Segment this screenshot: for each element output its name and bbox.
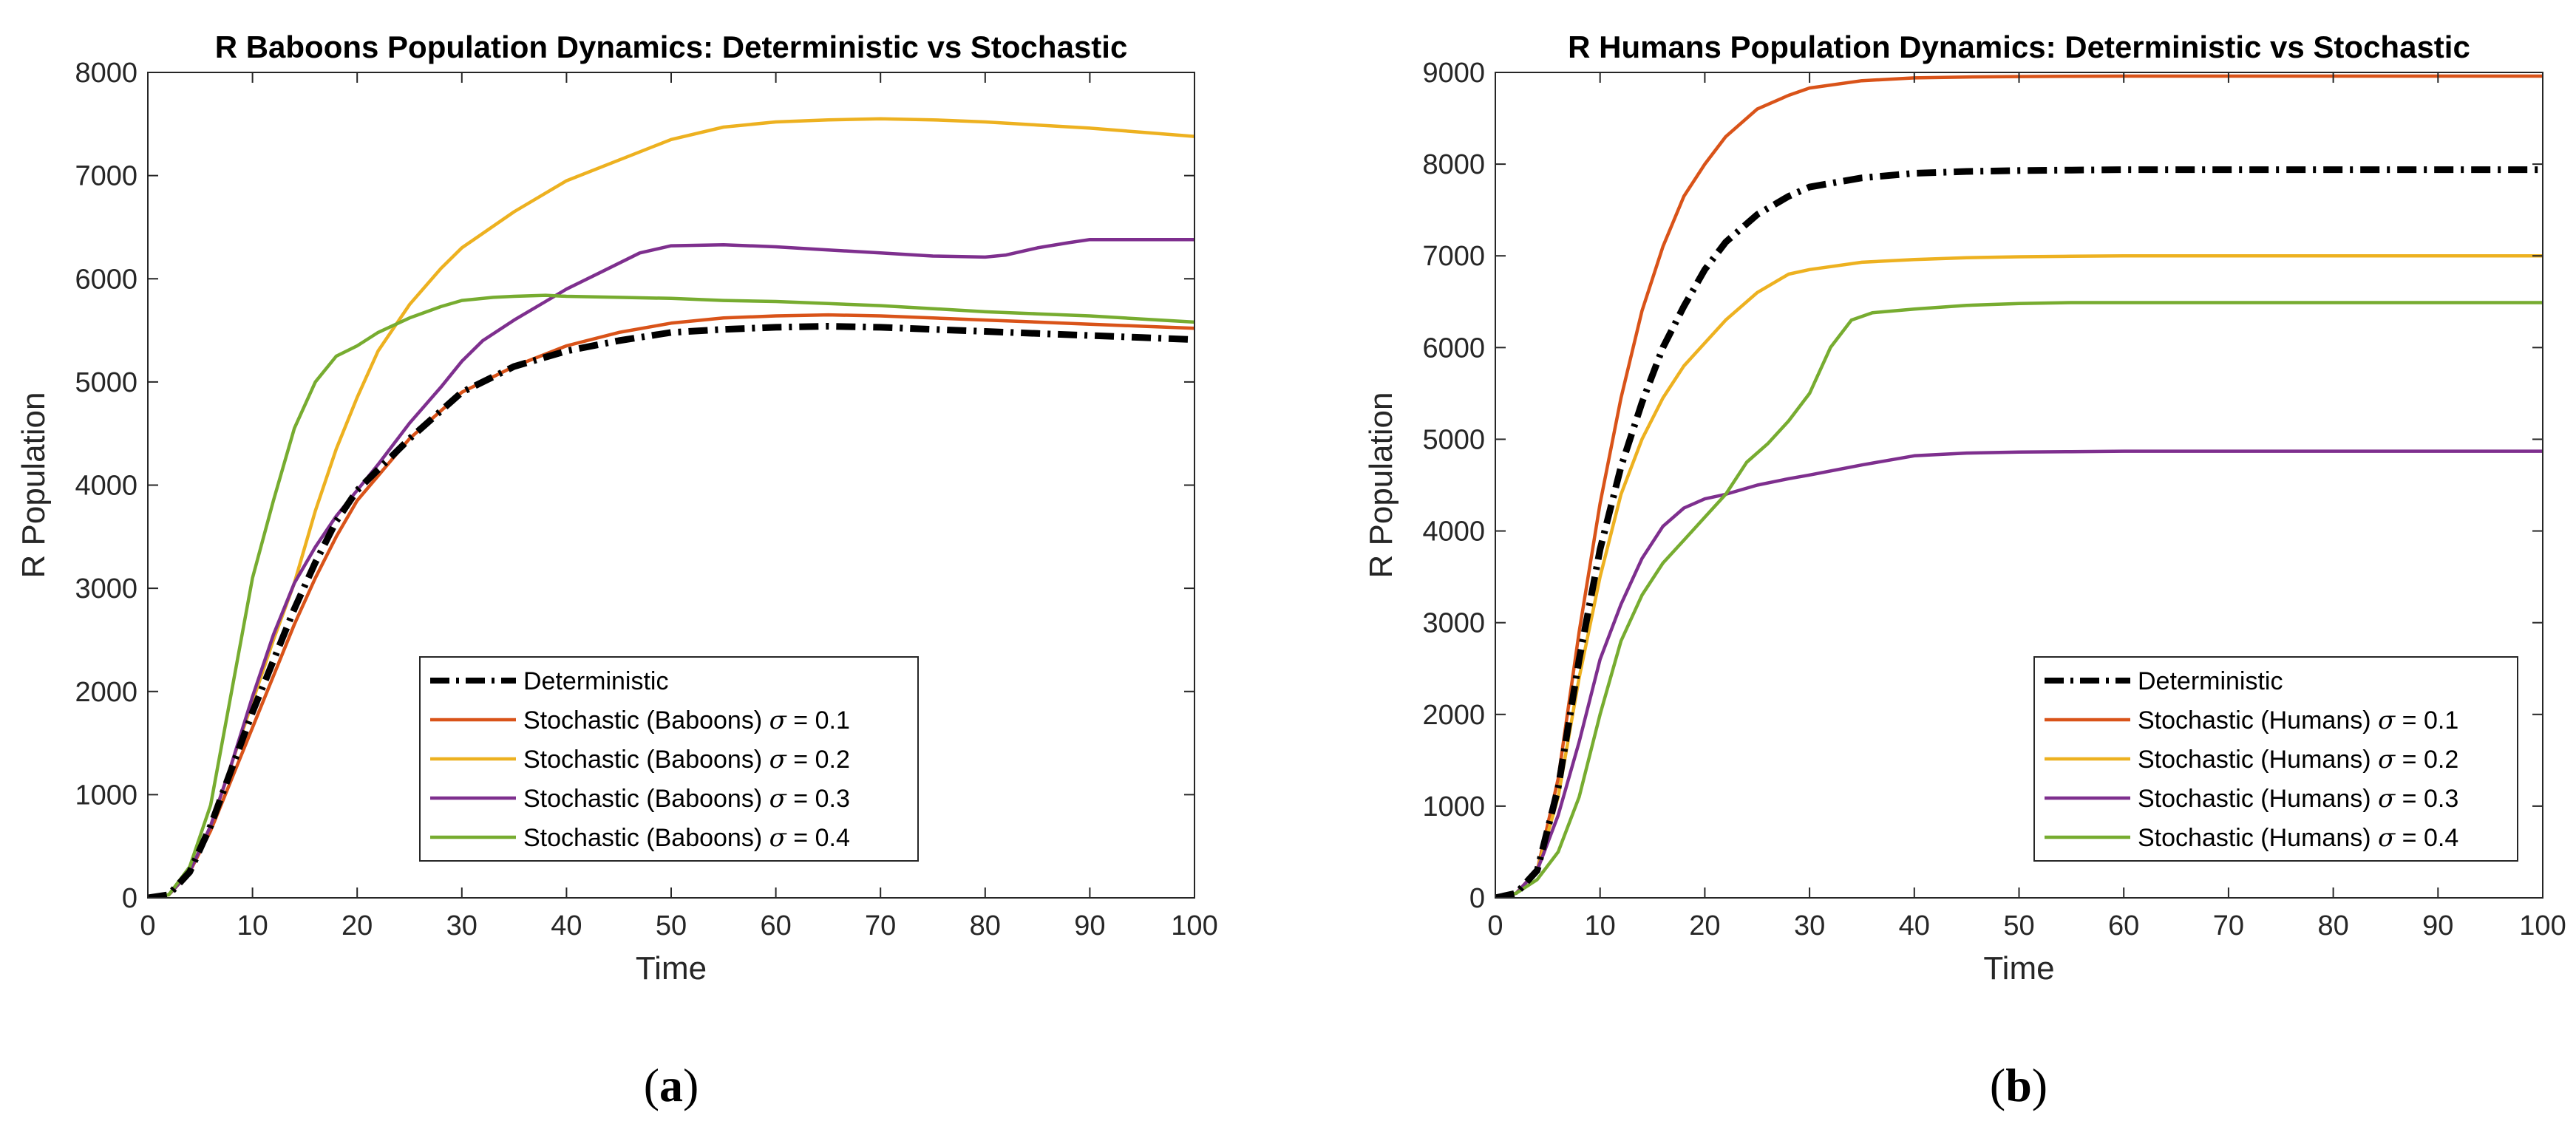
x-tick-label: 60 [760,910,791,941]
x-tick-label: 70 [2213,910,2244,941]
chart-panel-a: 0 10 20 30 40 50 60 70 80 90 100010002000300040005… [16,30,1218,1111]
y-tick-label: 5000 [1422,424,1485,455]
series-line-0 [1495,166,2543,898]
series-line-0 [148,323,1194,898]
x-tick-label: 70 [865,910,896,941]
x-tick-label: 50 [656,910,687,941]
legend-label: Stochastic (Humans) σ = 0.2 [2138,745,2458,774]
y-tick-label: 4000 [1422,517,1485,548]
x-tick-label: 0 [140,910,155,941]
x-tick-label: 30 [1794,910,1825,941]
y-tick-label: 5000 [75,367,137,398]
series-group [148,117,1194,898]
x-tick-label: 90 [2422,910,2453,941]
y-tick-label: 8000 [1422,149,1485,180]
x-tick-label: 80 [2317,910,2348,941]
legend-label: Stochastic (Humans) σ = 0.4 [2138,823,2458,853]
x-tick-label: 0 [1487,910,1503,941]
y-tick-label: 1000 [1422,791,1485,822]
y-tick-label: 3000 [1422,608,1485,639]
y-tick-label: 2000 [1422,700,1485,731]
legend-label: Deterministic [523,667,668,695]
legend-label: Stochastic (Baboons) σ = 0.2 [523,745,850,774]
legend-label: Stochastic (Baboons) σ = 0.1 [523,706,850,735]
y-tick-label: 6000 [1422,333,1485,364]
y-tick-label: 7000 [75,161,137,192]
series-line-4 [148,293,1194,898]
y-tick-label: 8000 [75,58,137,89]
chart-title: R Humans Population Dynamics: Determinis… [1568,30,2470,64]
series-line-3 [148,237,1194,898]
panel-caption: (a) [644,1059,699,1111]
y-tick-label: 3000 [75,573,137,604]
legend-label: Stochastic (Baboons) σ = 0.3 [523,784,850,814]
y-tick-label: 0 [1469,883,1485,914]
x-tick-label: 30 [446,910,478,941]
chart-title: R Baboons Population Dynamics: Determini… [215,30,1128,64]
x-tick-label: 10 [1585,910,1616,941]
y-axis-label: R Population [1363,392,1399,579]
x-axis-label: Time [636,950,707,987]
series-line-4 [1495,301,2543,898]
panel-caption: (b) [1990,1059,2047,1111]
legend-label: Deterministic [2138,667,2283,695]
y-tick-label: 0 [122,883,137,914]
x-tick-label: 40 [551,910,582,941]
legend-label: Stochastic (Baboons) σ = 0.4 [523,823,850,853]
x-tick-label: 40 [1899,910,1930,941]
y-tick-label: 4000 [75,471,137,502]
legend-label: Stochastic (Humans) σ = 0.1 [2138,706,2458,735]
x-tick-label: 60 [2108,910,2139,941]
x-tick-label: 80 [970,910,1001,941]
legend: Deterministic Stochastic (Humans) σ = 0.1… [2033,656,2518,862]
x-tick-label: 20 [1689,910,1720,941]
x-tick-label: 90 [1074,910,1105,941]
x-tick-label: 20 [341,910,373,941]
x-tick-label: 10 [237,910,268,941]
x-tick-label: 50 [2003,910,2034,941]
y-tick-label: 6000 [75,264,137,295]
y-tick-label: 9000 [1422,58,1485,89]
x-axis-label: Time [1983,950,2054,987]
y-tick-label: 1000 [75,780,137,811]
x-tick-label: 100 [2519,910,2566,941]
chart-panel-b: 0 10 20 30 40 50 60 70 80 90 100010002000300040005… [1363,30,2566,1111]
y-tick-label: 7000 [1422,241,1485,272]
y-tick-label: 2000 [75,677,137,708]
legend: Deterministic Stochastic (Baboons) σ = 0.… [419,656,919,862]
legend-label: Stochastic (Humans) σ = 0.3 [2138,784,2458,814]
y-axis-label: R Population [16,392,52,579]
series-line-3 [1495,449,2543,898]
x-tick-label: 100 [1171,910,1217,941]
